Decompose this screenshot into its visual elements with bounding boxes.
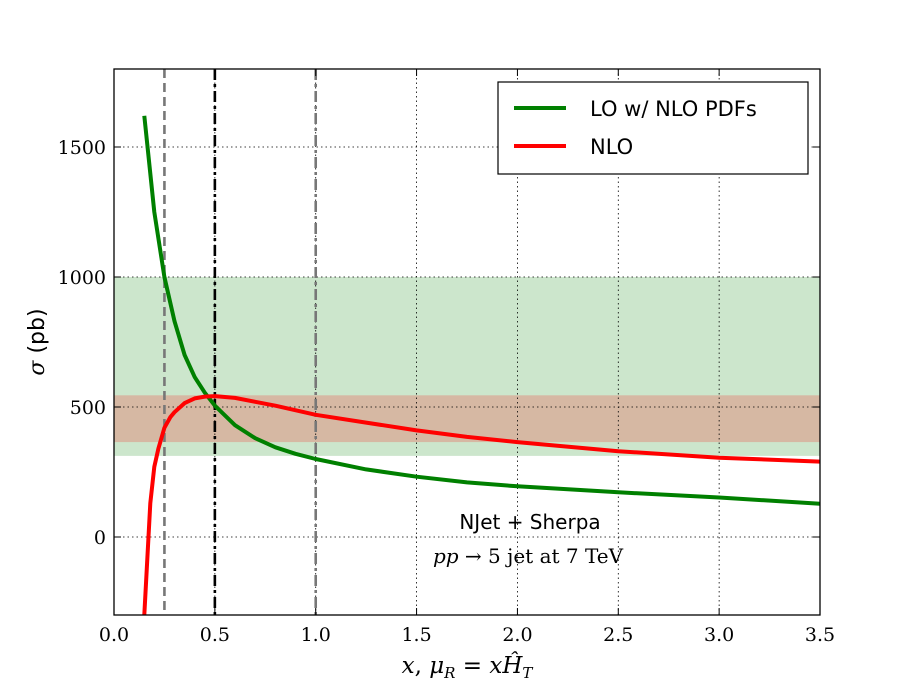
plot-frame <box>113 68 821 616</box>
band-1 <box>114 395 820 443</box>
y-tick-label-2: 1000 <box>58 267 106 289</box>
x-tick-label-1: 0.5 <box>200 624 230 646</box>
band-0 <box>114 277 820 456</box>
legend-label-0: LO w/ NLO PDFs <box>590 97 757 121</box>
series-line-1 <box>142 394 821 616</box>
annotation-generator: NJet + Sherpa <box>459 510 600 534</box>
scale-reference-lines <box>163 69 318 615</box>
x-tick-label-7: 3.5 <box>805 624 835 646</box>
axis-ticks: 0.0 0.5 1.0 1.5 2.0 2.5 3.0 3.5 0 500 1000 1500 <box>58 69 835 646</box>
y-tick-label-3: 1500 <box>58 137 106 159</box>
y-tick-label-1: 500 <box>70 397 106 419</box>
series-line-0 <box>142 115 821 506</box>
legend-box <box>497 81 809 175</box>
x-tick-label-3: 1.5 <box>401 624 431 646</box>
uncertainty-bands <box>114 277 820 456</box>
x-tick-label-6: 3.0 <box>704 624 734 646</box>
x-tick-label-5: 2.5 <box>603 624 633 646</box>
legend: LO w/ NLO PDFs NLO <box>497 81 809 175</box>
series-lines <box>142 115 821 616</box>
x-tick-label-2: 1.0 <box>301 624 331 646</box>
y-axis-label: σ (pb) <box>25 308 50 375</box>
x-tick-label-4: 2.0 <box>502 624 532 646</box>
legend-label-1: NLO <box>590 135 633 159</box>
annotation-process: pp → 5 jet at 7 TeV <box>433 544 624 568</box>
y-tick-label-0: 0 <box>94 527 106 549</box>
x-axis-label: x, μR = xĤT <box>402 652 534 682</box>
x-tick-label-0: 0.0 <box>99 624 129 646</box>
